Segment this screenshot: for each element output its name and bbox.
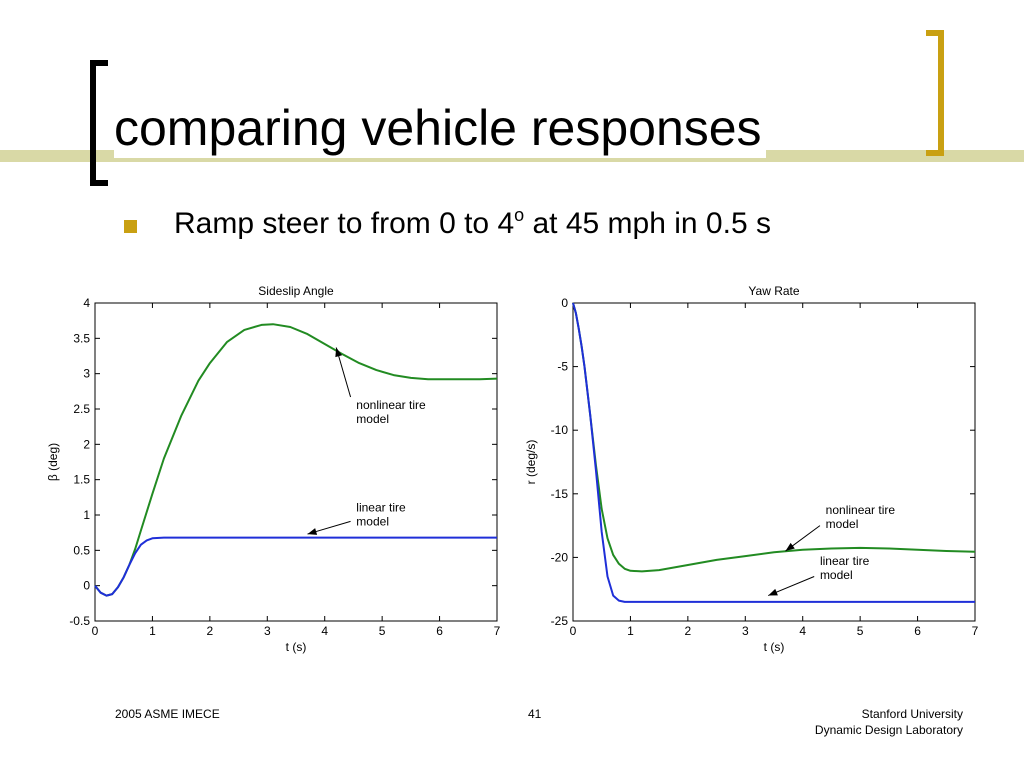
slide-title: comparing vehicle responses (114, 98, 766, 158)
y-tick-label: 3.5 (73, 331, 90, 345)
chart-title: Sideslip Angle (258, 284, 334, 298)
right-bracket-decoration (926, 30, 944, 156)
annotation-label: model (356, 412, 389, 426)
annotation-label: nonlinear tire (826, 503, 896, 517)
annotation-arrowhead (785, 542, 795, 552)
annotation-arrowhead (307, 528, 318, 535)
x-tick-label: 3 (264, 624, 271, 638)
x-tick-label: 1 (149, 624, 156, 638)
footer-conference: 2005 ASME IMECE (115, 707, 220, 721)
footer-affiliation: Stanford University Dynamic Design Labor… (815, 706, 963, 738)
y-tick-label: -15 (551, 487, 569, 501)
annotation-label: model (826, 517, 859, 531)
annotation-arrowhead (768, 588, 778, 596)
x-tick-label: 3 (742, 624, 749, 638)
y-tick-label: 1.5 (73, 473, 90, 487)
x-tick-label: 2 (207, 624, 214, 638)
x-tick-label: 5 (379, 624, 386, 638)
series-line-1 (94, 536, 497, 597)
y-tick-label: 1 (83, 508, 90, 522)
plot-area (94, 302, 498, 622)
annotation-label: nonlinear tire (356, 398, 426, 412)
degree-superscript: o (514, 205, 525, 225)
y-tick-label: -25 (551, 614, 569, 628)
annotation-arrowhead (335, 347, 343, 358)
y-axis-label: r (deg/s) (524, 440, 538, 485)
y-tick-label: 3 (83, 367, 90, 381)
series-line-1 (572, 302, 975, 603)
left-bracket-decoration (90, 60, 108, 186)
y-tick-label: -5 (557, 360, 568, 374)
bullet-text: Ramp steer to from 0 to 4o at 45 mph in … (174, 204, 771, 244)
y-axis-label: β (deg) (46, 443, 60, 481)
x-tick-label: 4 (321, 624, 328, 638)
y-tick-label: 0 (83, 579, 90, 593)
footer-page-number: 41 (528, 707, 542, 721)
x-tick-label: 0 (570, 624, 577, 638)
x-tick-label: 4 (799, 624, 806, 638)
bullet-square-icon (124, 220, 137, 233)
footer-university: Stanford University (861, 707, 963, 721)
x-tick-label: 7 (972, 624, 979, 638)
plot-area (572, 302, 976, 622)
x-tick-label: 7 (494, 624, 501, 638)
y-tick-label: 2 (83, 437, 90, 451)
bullet-text-rest: at 45 mph in 0.5 s (524, 207, 771, 240)
x-tick-label: 6 (436, 624, 443, 638)
annotation-label: linear tire (820, 554, 870, 568)
footer-lab: Dynamic Design Laboratory (814, 723, 963, 737)
bullet-text-main: Ramp steer to from 0 to 4 (174, 207, 515, 240)
y-tick-label: -10 (551, 423, 569, 437)
x-tick-label: 0 (92, 624, 99, 638)
chart-title: Yaw Rate (748, 284, 799, 298)
annotation-label: model (356, 514, 389, 528)
annotation-label: model (820, 568, 853, 582)
y-tick-label: 0.5 (73, 543, 90, 557)
x-tick-label: 5 (857, 624, 864, 638)
annotation-label: linear tire (356, 500, 406, 514)
y-tick-label: 0 (561, 296, 568, 310)
y-tick-label: 4 (83, 296, 90, 310)
x-axis-label: t (s) (286, 640, 307, 654)
x-axis-label: t (s) (764, 640, 785, 654)
x-tick-label: 6 (914, 624, 921, 638)
y-tick-label: -20 (551, 550, 569, 564)
yaw-rate-chart: Yaw Rate 0 1 2 3 4 5 6 7 -25 -20 -15 -10 -5 0 t (s) r (d… (524, 284, 979, 654)
x-tick-label: 2 (685, 624, 692, 638)
y-tick-label: 2.5 (73, 402, 90, 416)
x-tick-label: 1 (627, 624, 634, 638)
y-tick-label: -0.5 (69, 614, 90, 628)
